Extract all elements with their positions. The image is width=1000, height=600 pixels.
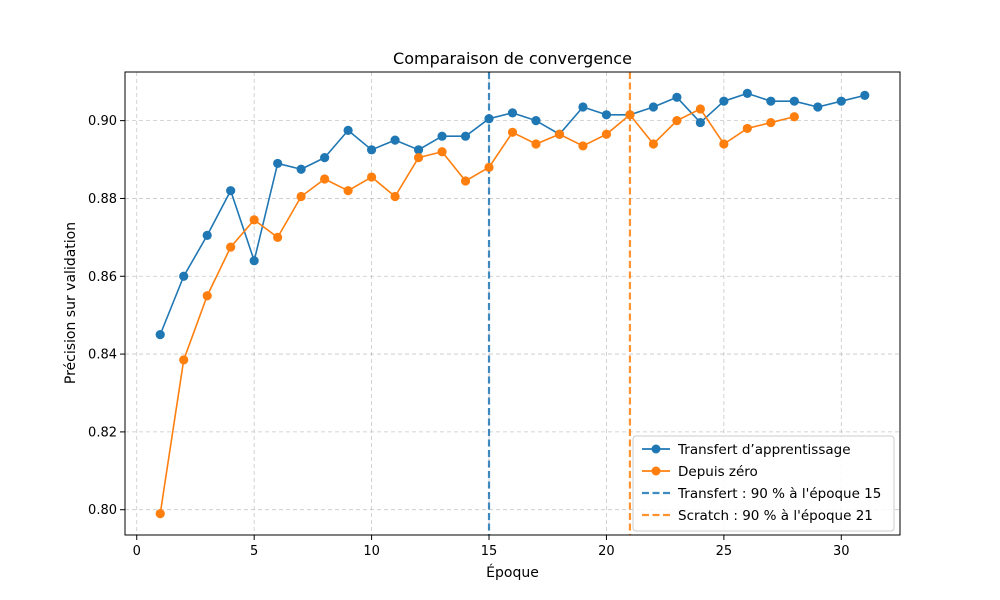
y-axis-title: Précision sur validation [63, 222, 79, 384]
data-point-scratch [601, 129, 612, 139]
y-tick-label: 0.88 [88, 192, 117, 207]
reference-lines [487, 72, 632, 535]
data-point-transfer [413, 145, 424, 155]
data-point-transfer [507, 108, 518, 118]
data-point-scratch [366, 172, 377, 182]
legend-box [632, 435, 895, 532]
x-tick-label: 20 [598, 544, 615, 559]
data-point-scratch [343, 186, 353, 196]
data-point-scratch [273, 232, 283, 242]
x-tick-label: 30 [833, 544, 850, 559]
data-point-transfer [695, 117, 705, 128]
series-line-scratch [159, 108, 795, 514]
x-tick-label: 10 [363, 544, 380, 559]
data-point-transfer [813, 102, 823, 112]
data-point-scratch [625, 110, 635, 120]
plot-frame [124, 71, 901, 536]
data-point-transfer [249, 256, 259, 266]
data-point-scratch [719, 139, 729, 149]
data-point-transfer [766, 96, 776, 106]
data-point-scratch [202, 291, 212, 301]
data-point-transfer [320, 152, 330, 163]
data-point-scratch [460, 176, 471, 186]
data-point-transfer [366, 145, 377, 155]
data-point-transfer [155, 330, 165, 340]
x-tick-label: 15 [481, 544, 498, 559]
data-point-scratch [484, 162, 494, 172]
y-tick-label: 0.82 [88, 425, 117, 440]
data-point-scratch [672, 116, 682, 126]
x-tick-label: 0 [133, 544, 141, 559]
data-point-transfer [437, 131, 447, 141]
data-point-transfer [742, 88, 752, 98]
x-tick-label: 5 [250, 544, 258, 559]
data-point-scratch [578, 141, 588, 151]
data-point-transfer [343, 125, 353, 135]
legend-label-transfer: Transfert d’apprentissage [677, 442, 851, 458]
data-point-transfer [672, 92, 682, 102]
data-point-transfer [578, 102, 588, 112]
data-point-scratch [766, 117, 776, 128]
data-point-scratch [226, 242, 236, 252]
ticks: 0 5 10 15 20 25 30 0.80 0.82 0.84 0.86 0.88 0.90 [88, 114, 850, 559]
y-tick-label: 0.86 [88, 270, 117, 285]
data-point-scratch [320, 174, 330, 184]
x-axis-title: Époque [486, 564, 539, 581]
data-point-transfer [836, 96, 846, 106]
data-point-scratch [554, 129, 565, 139]
data-point-scratch [296, 191, 306, 202]
data-point-transfer [179, 271, 189, 281]
legend-label-transfer-threshold: Transfert : 90 % à l'époque 15 [677, 486, 881, 502]
data-point-scratch [531, 139, 541, 149]
data-point-transfer [226, 186, 236, 196]
data-point-transfer [202, 230, 212, 241]
legend-label-scratch: Depuis zéro [678, 464, 758, 480]
data-point-scratch [507, 127, 518, 137]
legend-label-scratch-threshold: Scratch : 90 % à l'époque 21 [678, 508, 873, 524]
data-point-transfer [860, 90, 870, 100]
data-point-transfer [460, 131, 471, 141]
data-point-scratch [155, 509, 165, 519]
y-tick-label: 0.80 [88, 503, 117, 518]
data-point-transfer [273, 158, 283, 169]
data-point-scratch [437, 147, 447, 157]
data-point-scratch [179, 355, 189, 365]
data-point-transfer [648, 102, 659, 112]
chart-title: Comparaison de convergence [393, 49, 632, 68]
data-point-transfer [789, 96, 799, 106]
legend-marker-transfer [651, 444, 661, 454]
series-layer [155, 88, 870, 519]
data-point-transfer [390, 135, 400, 145]
data-point-scratch [648, 139, 659, 149]
data-point-transfer [601, 110, 612, 120]
data-point-scratch [742, 123, 752, 134]
x-tick-label: 25 [716, 544, 733, 559]
data-point-scratch [695, 104, 705, 114]
y-tick-label: 0.90 [88, 114, 117, 129]
data-point-transfer [531, 116, 541, 126]
data-point-scratch [390, 191, 400, 202]
series-scratch [155, 104, 799, 519]
data-point-transfer [719, 96, 729, 106]
data-point-scratch [249, 215, 259, 225]
data-point-scratch [413, 152, 424, 163]
data-point-transfer [296, 164, 306, 174]
legend: Transfert d’apprentissage Depuis zéro Tr… [632, 435, 895, 532]
y-tick-label: 0.84 [88, 348, 117, 363]
data-point-scratch [789, 112, 799, 122]
legend-marker-scratch [651, 466, 661, 476]
data-point-transfer [484, 114, 494, 124]
